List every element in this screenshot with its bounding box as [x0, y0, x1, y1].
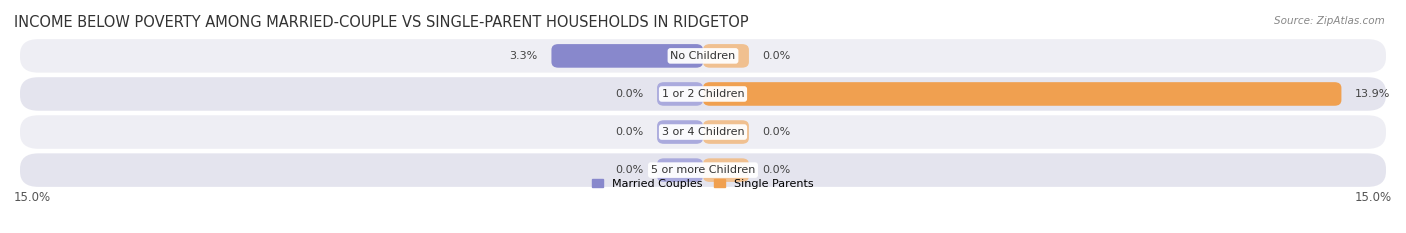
Text: 3.3%: 3.3% — [509, 51, 537, 61]
FancyBboxPatch shape — [657, 158, 703, 182]
Text: 0.0%: 0.0% — [614, 89, 644, 99]
Text: No Children: No Children — [671, 51, 735, 61]
Text: 0.0%: 0.0% — [614, 127, 644, 137]
Text: 0.0%: 0.0% — [762, 127, 792, 137]
Text: INCOME BELOW POVERTY AMONG MARRIED-COUPLE VS SINGLE-PARENT HOUSEHOLDS IN RIDGETO: INCOME BELOW POVERTY AMONG MARRIED-COUPL… — [14, 15, 748, 30]
Text: 0.0%: 0.0% — [614, 165, 644, 175]
Text: 1 or 2 Children: 1 or 2 Children — [662, 89, 744, 99]
Text: Source: ZipAtlas.com: Source: ZipAtlas.com — [1274, 16, 1385, 26]
Text: 15.0%: 15.0% — [1355, 191, 1392, 204]
FancyBboxPatch shape — [20, 115, 1386, 149]
FancyBboxPatch shape — [703, 120, 749, 144]
FancyBboxPatch shape — [703, 44, 749, 68]
Legend: Married Couples, Single Parents: Married Couples, Single Parents — [592, 179, 814, 189]
FancyBboxPatch shape — [20, 153, 1386, 187]
FancyBboxPatch shape — [703, 158, 749, 182]
FancyBboxPatch shape — [657, 82, 703, 106]
FancyBboxPatch shape — [551, 44, 703, 68]
Text: 15.0%: 15.0% — [14, 191, 51, 204]
Text: 5 or more Children: 5 or more Children — [651, 165, 755, 175]
FancyBboxPatch shape — [703, 82, 1341, 106]
FancyBboxPatch shape — [20, 77, 1386, 111]
Text: 0.0%: 0.0% — [762, 51, 792, 61]
Text: 0.0%: 0.0% — [762, 165, 792, 175]
FancyBboxPatch shape — [657, 120, 703, 144]
Text: 3 or 4 Children: 3 or 4 Children — [662, 127, 744, 137]
Text: 13.9%: 13.9% — [1355, 89, 1391, 99]
FancyBboxPatch shape — [20, 39, 1386, 73]
